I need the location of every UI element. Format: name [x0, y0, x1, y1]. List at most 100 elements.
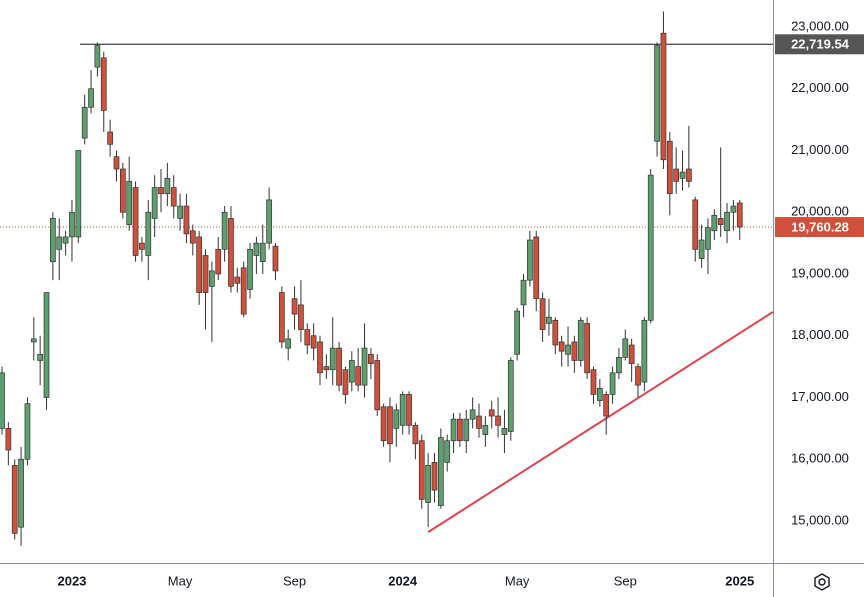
candle-body	[552, 319, 559, 346]
candle-body	[705, 227, 711, 250]
candle-body	[628, 344, 635, 364]
candle-body	[596, 387, 603, 401]
candle-body	[361, 347, 368, 386]
candle-body	[635, 366, 641, 386]
candle-body	[298, 304, 304, 330]
candle-body	[24, 403, 31, 460]
candle-body	[425, 465, 431, 503]
candle-body	[5, 428, 12, 451]
candle-body	[584, 323, 590, 374]
candle-body	[495, 415, 501, 426]
candle-body	[380, 406, 387, 442]
candle-body	[119, 168, 126, 213]
candle-body	[158, 187, 164, 195]
candle-body	[412, 424, 419, 445]
candle-body	[329, 347, 336, 371]
candle-body	[686, 168, 692, 182]
candle-body	[609, 372, 616, 395]
candle-body	[259, 242, 266, 262]
y-tick-label: 19,000.00	[791, 265, 849, 280]
settings-dot	[818, 578, 826, 586]
candle-body	[692, 199, 699, 250]
candle-body	[310, 335, 317, 349]
candle-body	[272, 245, 279, 272]
y-tick-label: 18,000.00	[791, 327, 849, 342]
candle-body	[151, 187, 158, 219]
candle-body	[406, 394, 412, 426]
candle-body	[189, 230, 196, 244]
candle-body	[18, 458, 24, 528]
candle-body	[113, 156, 120, 170]
resistance-badge	[775, 34, 864, 55]
settings-icon[interactable]	[814, 573, 830, 591]
candle-body	[565, 344, 571, 355]
candle-body	[730, 205, 737, 213]
candle-body	[285, 338, 292, 349]
candle-body	[323, 366, 330, 371]
candle-body	[647, 174, 654, 321]
candle-body	[450, 418, 457, 442]
candle-body	[374, 360, 381, 411]
candle-body	[717, 218, 724, 225]
candle-body	[209, 270, 215, 287]
candle-body	[507, 360, 514, 432]
candle-body	[240, 267, 247, 315]
candle-body	[520, 279, 527, 306]
candle-body	[666, 140, 673, 195]
candle-body	[488, 409, 495, 417]
candle-body	[431, 461, 438, 491]
y-tick-label: 22,000.00	[791, 80, 849, 95]
y-tick-label: 21,000.00	[791, 142, 849, 157]
candle-body	[514, 310, 521, 355]
candle-body	[418, 440, 425, 500]
y-tick-label: 20,000.00	[791, 204, 849, 219]
x-tick-label: Sep	[283, 573, 306, 588]
candle-body	[30, 338, 37, 343]
candle-body	[170, 187, 177, 207]
candle-body	[317, 341, 323, 374]
x-tick-label: 2024	[388, 573, 418, 588]
candle-body	[69, 211, 75, 238]
candle-body	[571, 341, 578, 361]
candle-body	[342, 369, 349, 395]
candle-body	[177, 205, 183, 219]
candle-body	[75, 150, 82, 238]
candle-body	[679, 171, 686, 179]
candle-body	[100, 57, 107, 111]
candle-body	[37, 353, 44, 361]
candle-body	[558, 341, 565, 352]
candle-body	[444, 440, 451, 463]
candle-body	[616, 357, 622, 374]
candle-body	[164, 177, 171, 195]
candle-body	[234, 276, 241, 284]
candle-body	[469, 409, 476, 420]
candle-body	[11, 465, 18, 534]
candle-body	[266, 199, 272, 244]
candle-body	[253, 242, 260, 256]
last-price-label: 19,760.28	[791, 219, 849, 234]
candle-body	[654, 45, 660, 142]
candle-body	[603, 394, 610, 417]
candle-body	[399, 394, 406, 426]
candle-body	[698, 239, 705, 259]
candle-body	[711, 214, 718, 232]
candle-body	[476, 415, 482, 429]
trendline	[427, 311, 774, 533]
x-tick-label: 2025	[725, 573, 754, 588]
candle-body	[132, 187, 139, 256]
candle-body	[221, 211, 228, 250]
candle-body	[62, 236, 69, 244]
y-tick-label: 17,000.00	[791, 389, 849, 404]
candle-body	[577, 319, 584, 361]
candle-body	[437, 437, 444, 506]
candle-body	[641, 319, 648, 383]
candle-body	[81, 106, 88, 139]
candle-body	[387, 406, 393, 445]
x-tick-label: Sep	[614, 573, 637, 588]
candle-body	[463, 418, 470, 442]
candle-body	[94, 45, 101, 68]
x-tick-label: May	[168, 573, 193, 588]
candle-body	[56, 236, 63, 250]
candle-body	[278, 292, 285, 343]
